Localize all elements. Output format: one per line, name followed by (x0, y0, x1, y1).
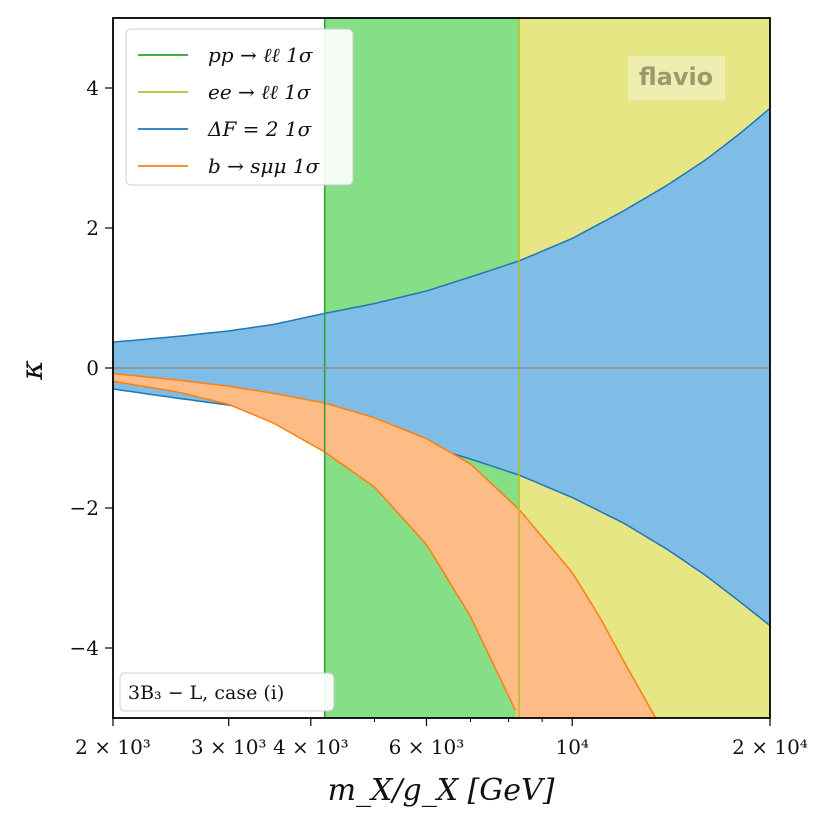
band-upper-edge-1 (113, 372, 657, 718)
band-upper-edge-0 (113, 107, 770, 343)
watermark-text: flavio (639, 63, 713, 91)
watermark-box (628, 56, 725, 100)
x-tick-label-2: 4 × 10³ (273, 735, 349, 759)
y-axis-label: κ (15, 360, 50, 381)
x-tick-label-4: 10⁴ (555, 735, 588, 759)
legend-label-1: ee → ℓℓ 1σ (208, 80, 312, 104)
x-tick-label-1: 3 × 10³ (191, 735, 267, 759)
legend-label-2: ΔF = 2 1σ (207, 117, 313, 141)
y-tick-label-0: −4 (70, 636, 99, 660)
note-label: 3B₃ − L, case (i) (119, 672, 335, 712)
legend-label-0: pp → ℓℓ 1σ (208, 43, 314, 67)
x-tick-label-0: 2 × 10³ (75, 735, 151, 759)
note-text: 3B₃ − L, case (i) (128, 682, 284, 704)
note-box (119, 672, 335, 712)
axes: 2 × 10³ 3 × 10³ 4 × 10³ 6 × 10³ 10⁴ 2 × 10⁴ −4… (70, 76, 808, 759)
x-axis-label: m_X/g_X [GeV] (328, 773, 555, 808)
y-tick-label-4: 4 (86, 76, 99, 100)
band-lower-edge-1 (113, 380, 517, 711)
legend-label-3: b → sμμ 1σ (208, 154, 321, 178)
legend: pp → ℓℓ 1σ ee → ℓℓ 1σ ΔF = 2 1σ b → sμμ 1σ (125, 28, 354, 186)
y-tick-label-1: −2 (70, 496, 99, 520)
y-tick-label-2: 0 (86, 356, 99, 380)
x-tick-label-5: 2 × 10⁴ (732, 735, 808, 759)
watermark: flavio (628, 56, 725, 100)
x-tick-label-3: 6 × 10³ (389, 735, 465, 759)
plot-area (113, 18, 770, 718)
band-fill-0 (113, 108, 770, 626)
y-tick-label-3: 2 (86, 216, 99, 240)
band-fill-1 (113, 373, 656, 718)
legend-box (125, 28, 354, 186)
